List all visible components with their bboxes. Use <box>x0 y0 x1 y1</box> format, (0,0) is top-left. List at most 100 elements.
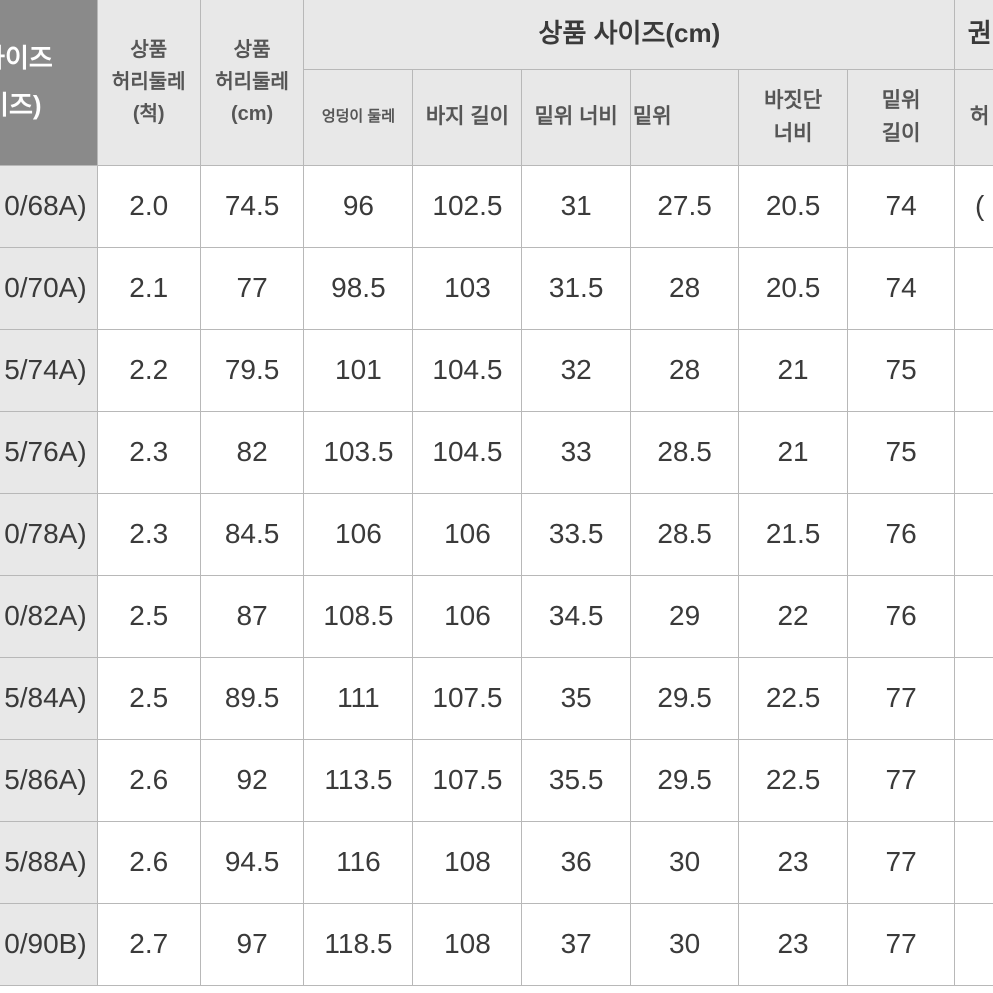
data-cell: 23 <box>739 821 847 903</box>
data-cell: 92 <box>200 739 304 821</box>
data-cell <box>955 247 993 329</box>
header-rise: 밑위 <box>630 69 738 165</box>
data-cell: 35 <box>522 657 630 739</box>
data-cell: 21 <box>739 329 847 411</box>
data-cell: 2.0 <box>97 165 200 247</box>
data-cell: 74.5 <box>200 165 304 247</box>
table-row: 5/74A)2.279.5101104.532282175 <box>0 329 993 411</box>
size-chart-table: 로 사이즈 사이즈) 상품 허리둘레 (척) 상품 허리둘레 (cm) 상품 사… <box>0 0 993 986</box>
data-cell: 20.5 <box>739 247 847 329</box>
data-cell <box>955 411 993 493</box>
data-cell: 28 <box>630 247 738 329</box>
data-cell: 22 <box>739 575 847 657</box>
data-cell: 75 <box>847 329 955 411</box>
data-cell: 108.5 <box>304 575 413 657</box>
data-cell: 2.5 <box>97 575 200 657</box>
data-cell: 76 <box>847 575 955 657</box>
data-cell: 34.5 <box>522 575 630 657</box>
table-row: 0/78A)2.384.510610633.528.521.576 <box>0 493 993 575</box>
header-thigh: 밑위 너비 <box>522 69 630 165</box>
data-cell: 22.5 <box>739 739 847 821</box>
data-cell: 106 <box>413 575 522 657</box>
data-cell: 87 <box>200 575 304 657</box>
data-cell: 23 <box>739 903 847 985</box>
data-cell: 108 <box>413 821 522 903</box>
data-cell: 101 <box>304 329 413 411</box>
header-right-sub: 허 <box>955 69 993 165</box>
data-cell: 75 <box>847 411 955 493</box>
data-cell: 2.5 <box>97 657 200 739</box>
header-hip: 엉덩이 둘레 <box>304 69 413 165</box>
data-cell: 28 <box>630 329 738 411</box>
table-row: 0/90B)2.797118.510837302377 <box>0 903 993 985</box>
size-label-cell: 5/84A) <box>0 657 97 739</box>
table-row: 0/68A)2.074.596102.53127.520.574( <box>0 165 993 247</box>
header-size: 로 사이즈 사이즈) <box>0 0 97 165</box>
data-cell: 2.6 <box>97 739 200 821</box>
data-cell: 2.7 <box>97 903 200 985</box>
table-row: 5/76A)2.382103.5104.53328.52175 <box>0 411 993 493</box>
data-cell: 29.5 <box>630 657 738 739</box>
data-cell: 36 <box>522 821 630 903</box>
data-cell: 22.5 <box>739 657 847 739</box>
data-cell: 28.5 <box>630 493 738 575</box>
data-cell: 102.5 <box>413 165 522 247</box>
size-label-cell: 5/76A) <box>0 411 97 493</box>
data-cell: 2.3 <box>97 411 200 493</box>
data-cell: 33.5 <box>522 493 630 575</box>
table-body: 0/68A)2.074.596102.53127.520.574(0/70A)2… <box>0 165 993 985</box>
size-label-cell: 0/68A) <box>0 165 97 247</box>
data-cell <box>955 329 993 411</box>
table-row: 5/84A)2.589.5111107.53529.522.577 <box>0 657 993 739</box>
header-waist-cm: 상품 허리둘레 (cm) <box>200 0 304 165</box>
data-cell: 33 <box>522 411 630 493</box>
data-cell: 37 <box>522 903 630 985</box>
data-cell: 106 <box>413 493 522 575</box>
table-row: 0/82A)2.587108.510634.5292276 <box>0 575 993 657</box>
data-cell: 2.6 <box>97 821 200 903</box>
table-row: 0/70A)2.17798.510331.52820.574 <box>0 247 993 329</box>
data-cell: 116 <box>304 821 413 903</box>
size-label-cell: 5/86A) <box>0 739 97 821</box>
size-label-cell: 5/88A) <box>0 821 97 903</box>
table-row: 5/88A)2.694.511610836302377 <box>0 821 993 903</box>
data-cell: 30 <box>630 903 738 985</box>
data-cell: 106 <box>304 493 413 575</box>
data-cell: 30 <box>630 821 738 903</box>
data-cell: 27.5 <box>630 165 738 247</box>
data-cell: 77 <box>847 739 955 821</box>
header-waist-chi: 상품 허리둘레 (척) <box>97 0 200 165</box>
data-cell: 98.5 <box>304 247 413 329</box>
data-cell <box>955 903 993 985</box>
data-cell: 29.5 <box>630 739 738 821</box>
size-label-cell: 5/74A) <box>0 329 97 411</box>
size-label-cell: 0/82A) <box>0 575 97 657</box>
data-cell: 74 <box>847 247 955 329</box>
header-length: 바지 길이 <box>413 69 522 165</box>
data-cell: 28.5 <box>630 411 738 493</box>
data-cell: 118.5 <box>304 903 413 985</box>
data-cell: 76 <box>847 493 955 575</box>
data-cell: 21 <box>739 411 847 493</box>
data-cell: 84.5 <box>200 493 304 575</box>
data-cell: 103.5 <box>304 411 413 493</box>
data-cell: 77 <box>200 247 304 329</box>
data-cell: 79.5 <box>200 329 304 411</box>
data-cell: 107.5 <box>413 657 522 739</box>
size-label-cell: 0/90B) <box>0 903 97 985</box>
header-inseam: 밑위 길이 <box>847 69 955 165</box>
data-cell: 74 <box>847 165 955 247</box>
data-cell <box>955 821 993 903</box>
data-cell: 35.5 <box>522 739 630 821</box>
size-label-cell: 0/78A) <box>0 493 97 575</box>
data-cell: 2.2 <box>97 329 200 411</box>
data-cell: ( <box>955 165 993 247</box>
data-cell: 89.5 <box>200 657 304 739</box>
header-right-group: 권 <box>955 0 993 69</box>
header-hem: 바짓단 너비 <box>739 69 847 165</box>
data-cell: 97 <box>200 903 304 985</box>
data-cell <box>955 657 993 739</box>
data-cell: 108 <box>413 903 522 985</box>
data-cell: 2.1 <box>97 247 200 329</box>
table-row: 5/86A)2.692113.5107.535.529.522.577 <box>0 739 993 821</box>
